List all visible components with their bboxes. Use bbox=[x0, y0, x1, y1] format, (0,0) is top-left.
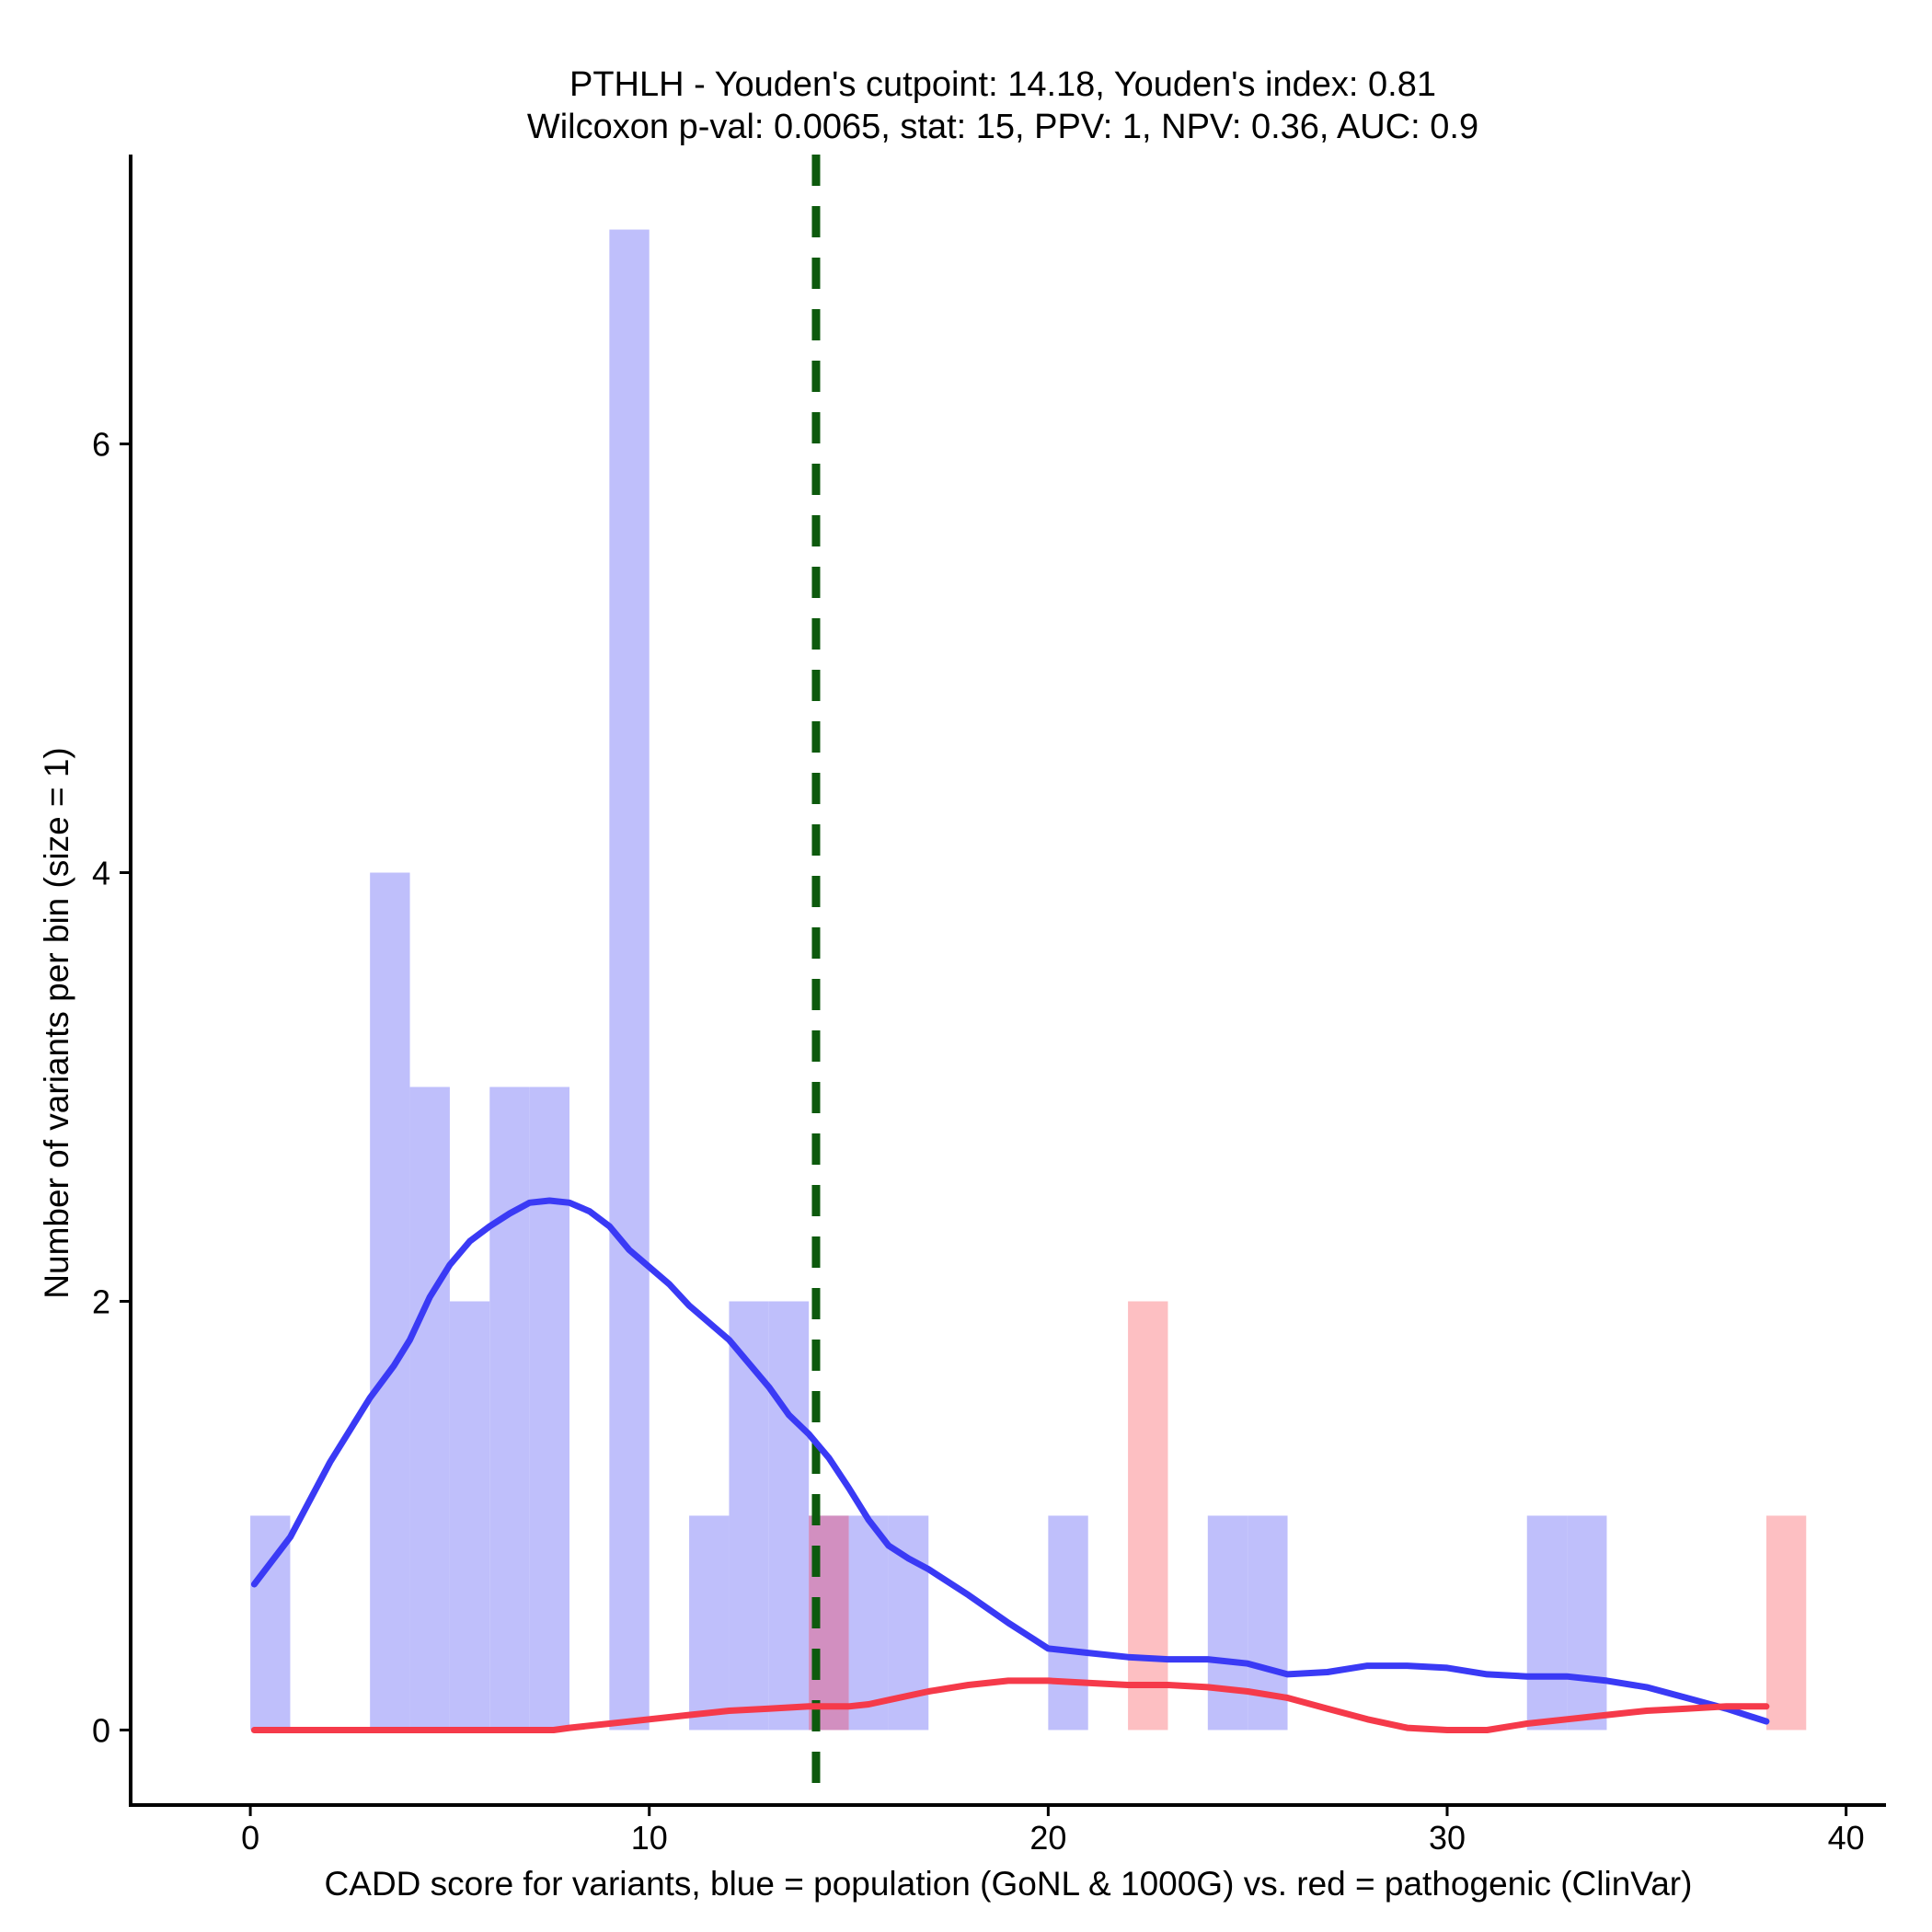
pathogenic-bar bbox=[1765, 1515, 1807, 1731]
population-bar bbox=[729, 1301, 769, 1731]
population-bar bbox=[489, 1087, 530, 1731]
x-axis-ticks: 0 10 20 30 40 bbox=[241, 1805, 1865, 1857]
y-axis-label: Number of variants per bin (size = 1) bbox=[38, 747, 75, 1298]
y-tick-label: 4 bbox=[92, 855, 110, 892]
x-tick-label: 10 bbox=[631, 1819, 668, 1857]
population-bar bbox=[848, 1515, 889, 1731]
population-bar bbox=[1207, 1515, 1248, 1731]
x-tick-label: 20 bbox=[1029, 1819, 1066, 1857]
x-axis-label: CADD score for variants, blue = populati… bbox=[325, 1865, 1693, 1903]
y-axis-ticks: 0 2 4 6 bbox=[92, 426, 131, 1749]
y-tick-label: 2 bbox=[92, 1282, 110, 1320]
population-bar bbox=[250, 1515, 291, 1731]
population-bar bbox=[689, 1515, 730, 1731]
x-tick-label: 40 bbox=[1828, 1819, 1865, 1857]
chart-title-line-1: PTHLH - Youden's cutpoint: 14.18, Youden… bbox=[569, 65, 1436, 104]
population-density-line bbox=[250, 1197, 1770, 1725]
population-bar bbox=[370, 872, 410, 1731]
population-bar bbox=[1526, 1515, 1568, 1731]
population-bar bbox=[609, 229, 650, 1731]
population-bar bbox=[529, 1087, 569, 1731]
population-bar bbox=[409, 1087, 450, 1731]
y-tick-label: 6 bbox=[92, 426, 110, 464]
population-bars bbox=[250, 229, 1607, 1731]
population-bar bbox=[449, 1301, 490, 1731]
pathogenic-density-line bbox=[250, 1677, 1770, 1733]
population-bar bbox=[1048, 1515, 1088, 1731]
population-bar bbox=[768, 1301, 810, 1731]
population-bar bbox=[1567, 1515, 1607, 1731]
x-tick-label: 0 bbox=[241, 1819, 259, 1857]
pathogenic-bar bbox=[1128, 1301, 1168, 1731]
chart-title-line-2: Wilcoxon p-val: 0.0065, stat: 15, PPV: 1… bbox=[527, 108, 1478, 146]
x-tick-label: 30 bbox=[1429, 1819, 1466, 1857]
y-tick-label: 0 bbox=[92, 1711, 110, 1749]
